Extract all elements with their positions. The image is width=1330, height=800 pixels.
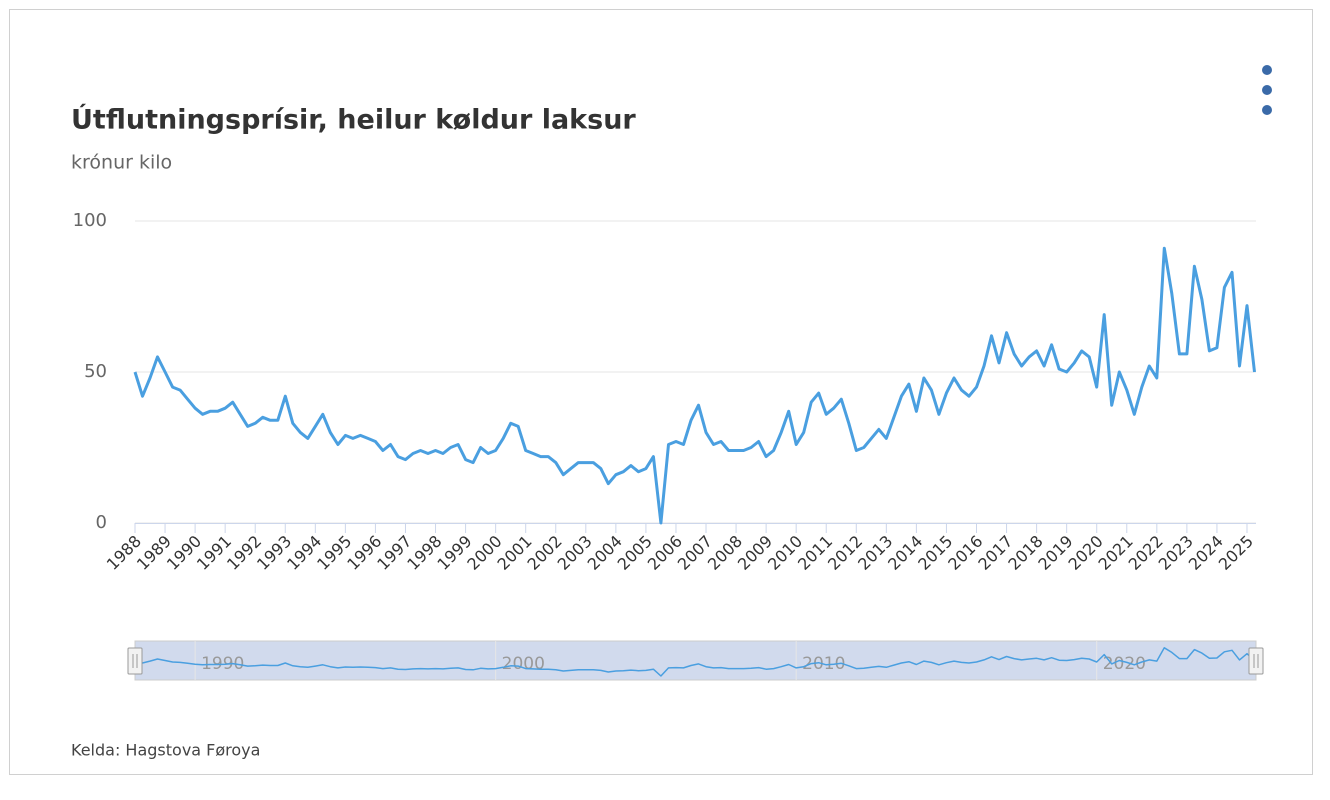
chart-subtitle: krónur kilo <box>71 152 172 174</box>
source: Kelda: Hagstova Føroya <box>71 741 260 760</box>
navigator-line <box>134 647 1256 677</box>
y-tick-label: 0 <box>96 512 107 533</box>
navigator-handle[interactable] <box>127 647 143 675</box>
menu-dot[interactable] <box>1262 65 1272 75</box>
y-tick-label: 100 <box>73 210 107 231</box>
menu-dot[interactable] <box>1262 105 1272 115</box>
navigator-tick-label: 2020 <box>1103 654 1146 674</box>
navigator-bg <box>134 640 1257 681</box>
y-tick-label: 50 <box>84 361 107 382</box>
menu-button[interactable] <box>1262 65 1272 115</box>
line <box>133 246 1256 525</box>
menu-dot[interactable] <box>1262 85 1272 95</box>
frame <box>9 9 1313 775</box>
chart-title: Útflutningsprísir, heilur køldur laksur <box>71 104 636 136</box>
navigator-handle[interactable] <box>1248 647 1264 675</box>
navigator-tick-label: 2000 <box>502 654 545 674</box>
